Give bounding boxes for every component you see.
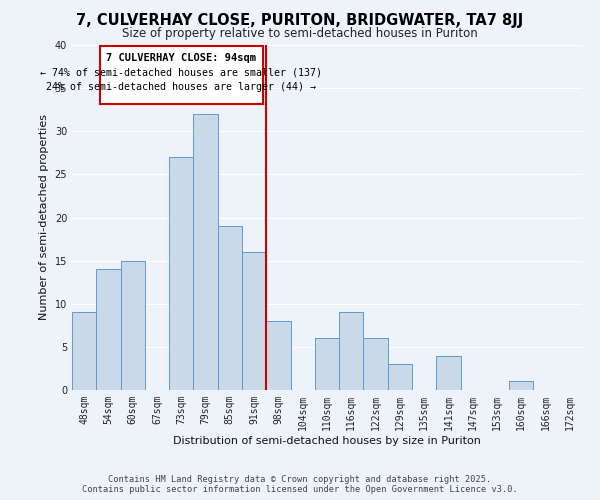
X-axis label: Distribution of semi-detached houses by size in Puriton: Distribution of semi-detached houses by …	[173, 436, 481, 446]
Bar	[193, 114, 218, 390]
Bar	[121, 260, 145, 390]
Bar	[436, 356, 461, 390]
Bar	[364, 338, 388, 390]
Text: 7, CULVERHAY CLOSE, PURITON, BRIDGWATER, TA7 8JJ: 7, CULVERHAY CLOSE, PURITON, BRIDGWATER,…	[76, 12, 524, 28]
Bar	[315, 338, 339, 390]
Bar	[169, 157, 193, 390]
Text: Contains HM Land Registry data © Crown copyright and database right 2025.: Contains HM Land Registry data © Crown c…	[109, 475, 491, 484]
Text: Size of property relative to semi-detached houses in Puriton: Size of property relative to semi-detach…	[122, 28, 478, 40]
Y-axis label: Number of semi-detached properties: Number of semi-detached properties	[39, 114, 49, 320]
Bar	[96, 269, 121, 390]
Bar	[218, 226, 242, 390]
Bar	[242, 252, 266, 390]
Bar	[266, 321, 290, 390]
Bar	[72, 312, 96, 390]
Bar	[509, 382, 533, 390]
Text: 24% of semi-detached houses are larger (44) →: 24% of semi-detached houses are larger (…	[46, 82, 316, 92]
FancyBboxPatch shape	[100, 46, 263, 104]
Bar	[339, 312, 364, 390]
Text: ← 74% of semi-detached houses are smaller (137): ← 74% of semi-detached houses are smalle…	[40, 67, 322, 77]
Text: 7 CULVERHAY CLOSE: 94sqm: 7 CULVERHAY CLOSE: 94sqm	[106, 52, 256, 62]
Text: Contains public sector information licensed under the Open Government Licence v3: Contains public sector information licen…	[82, 484, 518, 494]
Bar	[388, 364, 412, 390]
